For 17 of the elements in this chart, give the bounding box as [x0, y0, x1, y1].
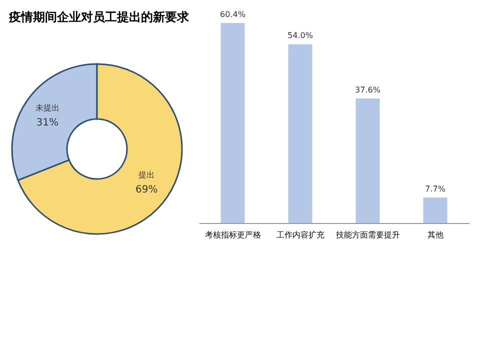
- x-tick-label: 工作内容扩充: [276, 230, 324, 240]
- data-label: 60.4%: [220, 10, 246, 19]
- data-label: 54.0%: [288, 31, 314, 40]
- slice-label: 提出: [138, 170, 155, 180]
- bar: [220, 23, 245, 223]
- x-tick-label: 其他: [427, 230, 444, 240]
- data-label: 7.7%: [425, 184, 446, 194]
- bar: [288, 44, 312, 223]
- bar: [423, 198, 448, 223]
- x-tick-label: 考核指标更严格: [204, 230, 261, 240]
- data-label: 37.6%: [355, 85, 381, 94]
- slice-label: 未提出: [35, 103, 60, 112]
- bar: [356, 98, 380, 223]
- chart-title: 疫情期间企业对员工提出的新要求: [8, 10, 190, 24]
- x-tick-label: 技能方面需要提升: [334, 230, 400, 240]
- data-label: 31%: [36, 117, 58, 128]
- data-label: 69%: [136, 184, 158, 196]
